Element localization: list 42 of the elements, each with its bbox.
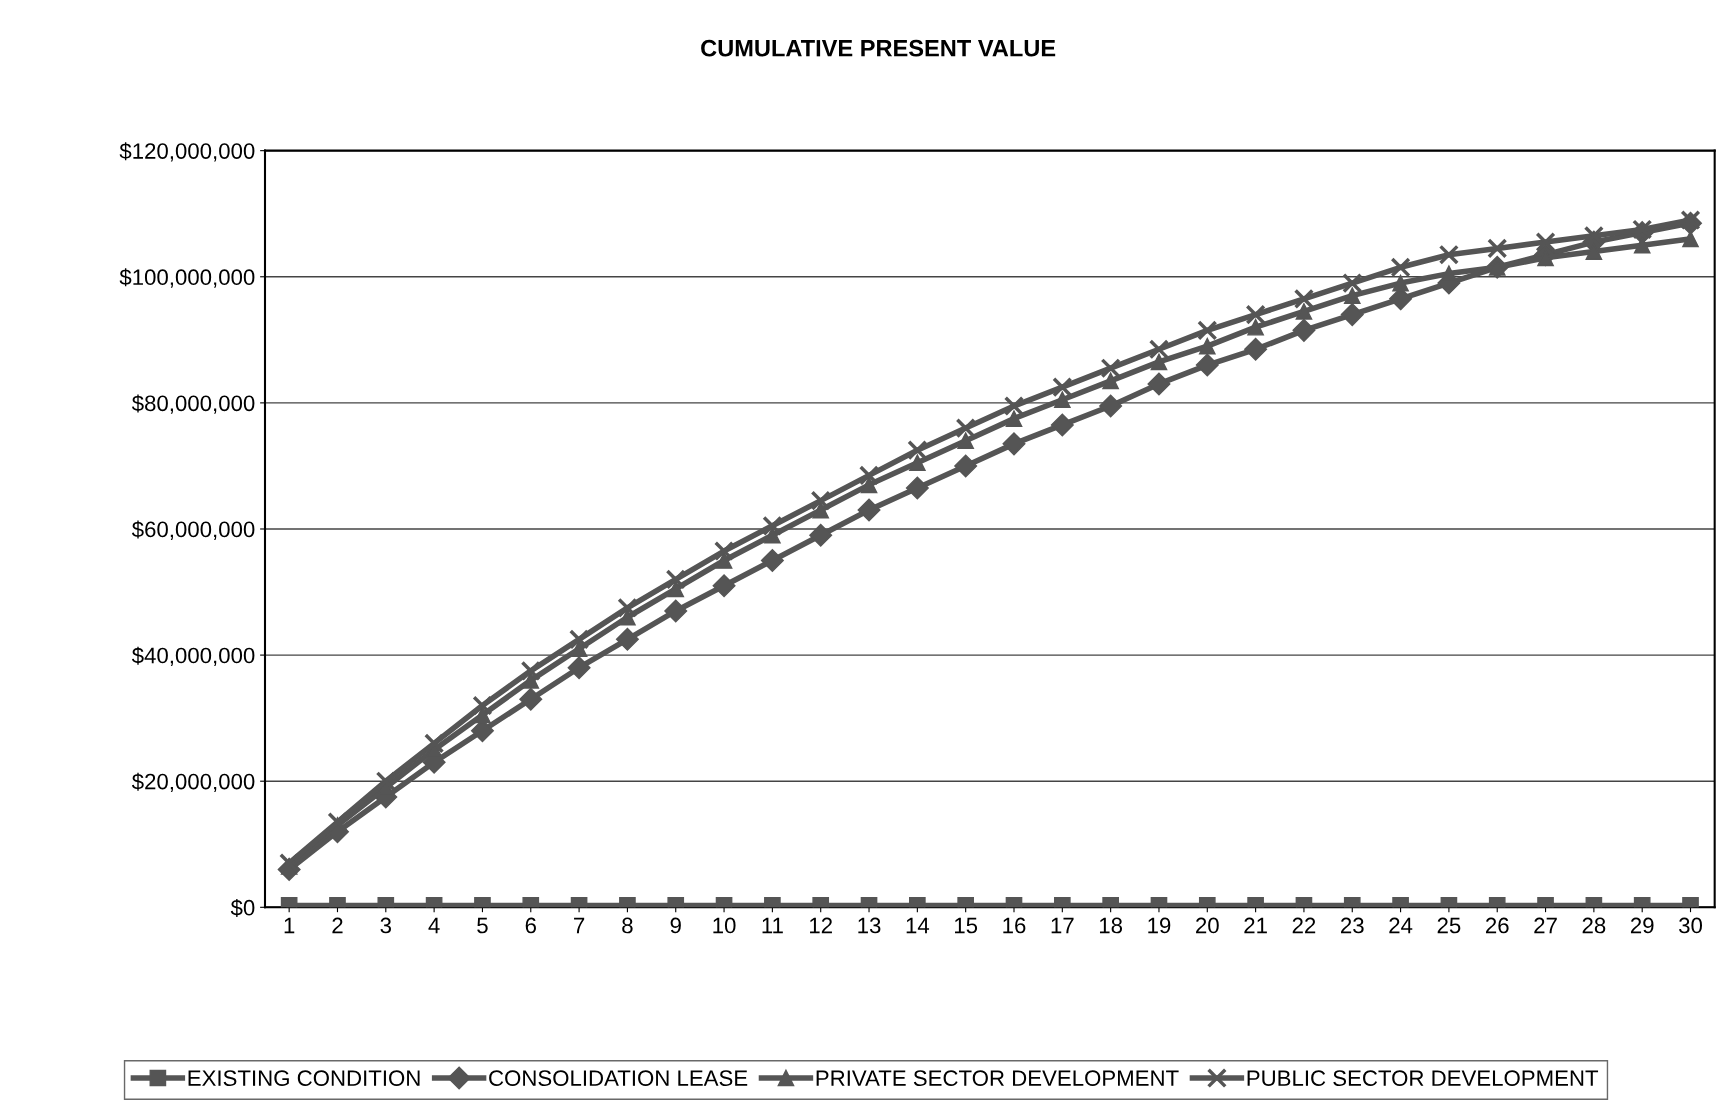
x-tick-label: 22 — [1292, 917, 1316, 934]
x-tick-label: 16 — [1003, 917, 1026, 934]
x-tick-label: 26 — [1485, 917, 1509, 934]
x-tick-label: 1 — [284, 917, 295, 934]
x-tick-label: 17 — [1051, 917, 1074, 934]
x-tick-label: 5 — [477, 917, 488, 934]
x-tick-label: 23 — [1341, 917, 1364, 934]
x-tick-label: 20 — [1196, 917, 1219, 934]
y-tick-label: $60,000,000 — [131, 520, 255, 540]
y-tick-label: $100,000,000 — [119, 268, 255, 288]
legend-label: PUBLIC SECTOR DEVELOPMENT — [1247, 1070, 1599, 1087]
x-tick-label: 15 — [955, 917, 978, 934]
x-tick-label: 7 — [574, 917, 585, 934]
y-tick-label: $0 — [230, 898, 255, 917]
x-tick-label: 29 — [1630, 917, 1654, 934]
x-tick-label: 12 — [810, 917, 832, 934]
x-tick-label: 4 — [428, 917, 440, 934]
x-tick-label: 3 — [380, 917, 392, 934]
x-tick-label: 6 — [525, 917, 536, 934]
legend-label: EXISTING CONDITION — [188, 1070, 420, 1087]
x-tick-label: 9 — [670, 917, 681, 934]
y-tick-label: $80,000,000 — [131, 394, 255, 414]
legend-label: PRIVATE SECTOR DEVELOPMENT — [816, 1070, 1179, 1087]
x-tick-label: 14 — [906, 917, 930, 934]
x-tick-label: 8 — [622, 917, 633, 934]
x-tick-label: 27 — [1534, 917, 1557, 934]
x-tick-label: 21 — [1244, 917, 1267, 934]
x-tick-label: 10 — [713, 917, 736, 934]
x-tick-label: 11 — [762, 917, 783, 934]
x-tick-label: 28 — [1582, 917, 1606, 934]
x-tick-label: 13 — [858, 917, 881, 934]
chart-title: CUMULATIVE PRESENT VALUE — [701, 39, 1056, 57]
y-tick-label: $40,000,000 — [131, 646, 255, 666]
x-tick-label: 30 — [1679, 917, 1703, 934]
legend-label: CONSOLIDATION LEASE — [489, 1070, 748, 1087]
y-tick-label: $120,000,000 — [119, 142, 255, 162]
x-tick-label: 25 — [1437, 917, 1461, 934]
x-tick-label: 2 — [332, 917, 343, 934]
x-tick-label: 19 — [1148, 917, 1171, 934]
x-tick-label: 18 — [1099, 917, 1123, 934]
y-tick-label: $20,000,000 — [131, 772, 255, 793]
x-tick-label: 24 — [1389, 917, 1413, 934]
